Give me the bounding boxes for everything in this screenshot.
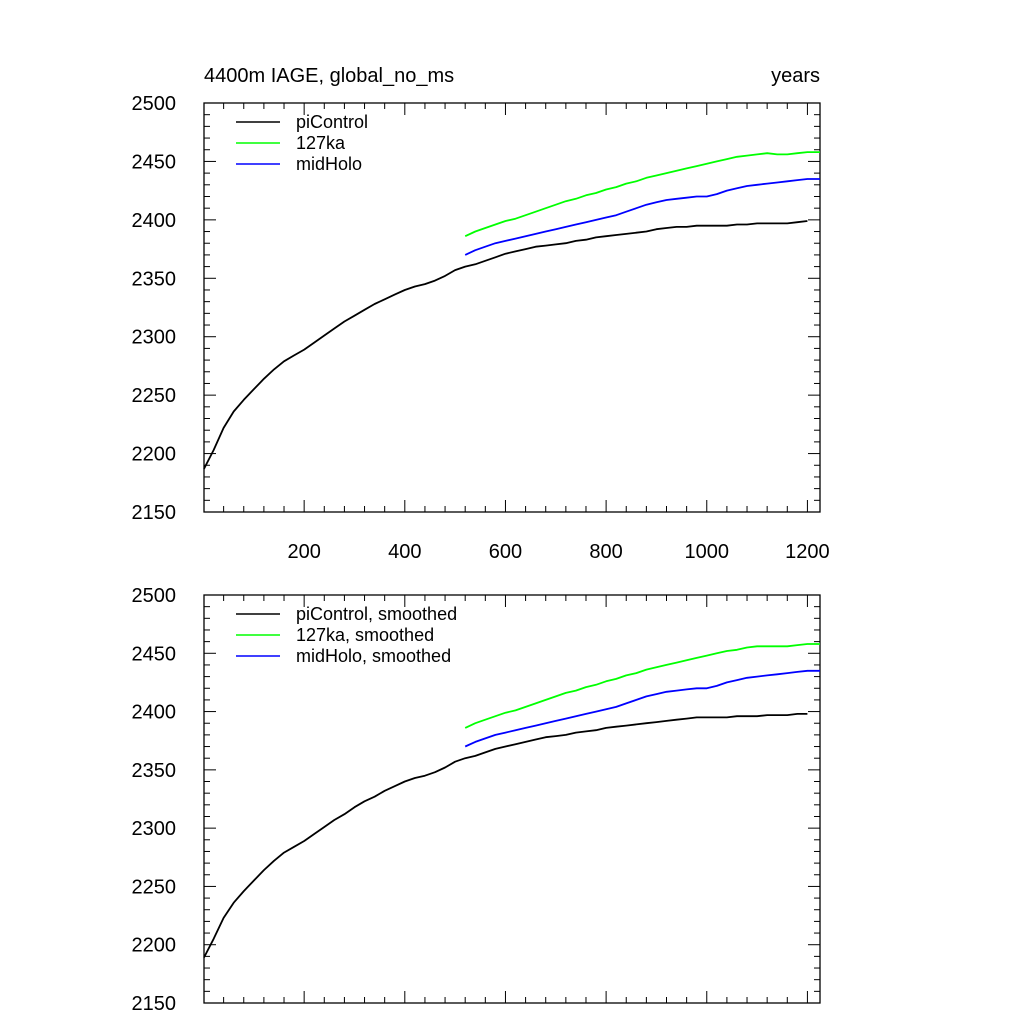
plot-frame	[203, 102, 821, 513]
y-tick-label: 2150	[132, 993, 177, 1015]
axes-top: 2150 2200 2250 2300 2350 2400 2450 2500 200 400 60…	[132, 93, 830, 563]
series-layer-bottom	[203, 643, 820, 958]
y-tick-label: 2150	[132, 502, 177, 524]
y-tick-label: 2400	[132, 210, 177, 232]
units-label: years	[771, 65, 820, 87]
y-tick-label: 2450	[132, 643, 177, 665]
series-layer-top	[203, 151, 820, 470]
legend-label: 127ka	[296, 133, 346, 153]
axes-bottom: 2150 2200 2250 2300 2350 2400 2450 2500	[132, 585, 821, 1015]
y-tick-label: 2500	[132, 93, 177, 115]
y-tick-label: 2400	[132, 702, 177, 724]
y-tick-label: 2500	[132, 585, 177, 607]
x-tick-label: 1200	[785, 541, 830, 563]
legend-label: 127ka, smoothed	[296, 625, 434, 645]
x-tick-label: 800	[589, 541, 622, 563]
y-tick-label: 2300	[132, 818, 177, 840]
panel-bottom: 2150 2200 2250 2300 2350 2400 2450 2500 piContr…	[132, 585, 821, 1015]
y-tick-label: 2350	[132, 268, 177, 290]
legend-label: piControl, smoothed	[296, 604, 457, 624]
series-line-picontrol	[203, 713, 808, 958]
y-tick-label: 2450	[132, 151, 177, 173]
legend-label: midHolo, smoothed	[296, 646, 451, 666]
y-tick-label: 2300	[132, 327, 177, 349]
series-line-midholo	[464, 669, 820, 748]
legend-label: piControl	[296, 112, 368, 132]
x-tick-label: 400	[388, 541, 421, 563]
plot-frame	[203, 594, 821, 1004]
series-line-127ka	[464, 151, 820, 238]
y-tick-label: 2250	[132, 876, 177, 898]
x-tick-label: 1000	[685, 541, 730, 563]
y-tick-label: 2200	[132, 935, 177, 957]
y-tick-label: 2200	[132, 444, 177, 466]
series-line-midholo	[464, 178, 820, 256]
series-line-picontrol	[203, 220, 808, 470]
chart-title: 4400m IAGE, global_no_ms	[204, 65, 454, 87]
y-tick-label: 2250	[132, 385, 177, 407]
panel-top: 4400m IAGE, global_no_ms years 215022002…	[132, 65, 830, 563]
x-tick-label: 600	[489, 541, 522, 563]
y-tick-label: 2350	[132, 760, 177, 782]
series-line-127ka	[464, 643, 820, 729]
x-tick-label: 200	[287, 541, 320, 563]
legend-label: midHolo	[296, 154, 362, 174]
